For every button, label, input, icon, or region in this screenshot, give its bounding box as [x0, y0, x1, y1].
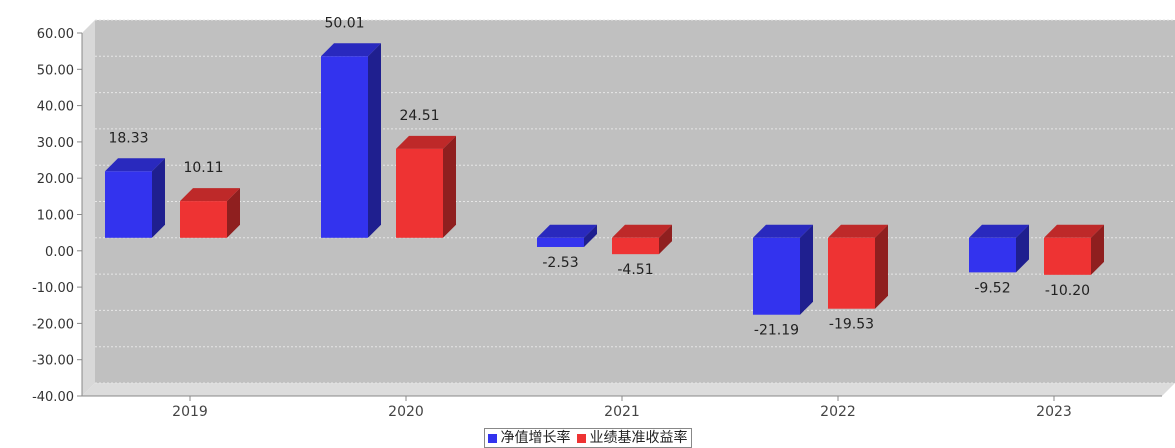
- bar-top: [612, 224, 672, 238]
- y-tick-label: 10.00: [37, 209, 74, 224]
- bar-top: [180, 188, 240, 202]
- bar-front: [180, 201, 227, 238]
- y-tick-label: 40.00: [37, 100, 74, 115]
- plot-area: [81, 20, 1175, 397]
- bar-top: [1044, 224, 1104, 238]
- bar-top: [321, 43, 381, 57]
- bars: [105, 43, 1104, 315]
- y-tick-label: -30.00: [32, 354, 74, 369]
- bar-2-2023: [1044, 224, 1104, 275]
- data-label-1-2021: -2.53: [542, 255, 578, 271]
- bar-front: [612, 237, 659, 255]
- data-label-2-2022: -19.53: [829, 317, 874, 333]
- data-label-2-2019: 10.11: [183, 160, 223, 176]
- bar-front: [1044, 237, 1091, 275]
- data-label-1-2022: -21.19: [754, 323, 799, 339]
- bar-front: [396, 148, 443, 238]
- x-tick-label: 2022: [820, 404, 856, 420]
- bar-side: [443, 135, 456, 238]
- grid-lines: [95, 19, 1175, 384]
- bar-front: [321, 56, 368, 238]
- x-axis-ticks: 2019 2020 2021 2022 2023: [172, 396, 1072, 420]
- bar-front: [105, 171, 152, 238]
- y-tick-label: 30.00: [37, 136, 74, 151]
- bar-front: [969, 237, 1016, 273]
- bar-side: [1016, 224, 1029, 273]
- data-label-2-2020: 24.51: [399, 108, 439, 124]
- legend-label-series-2: 业绩基准收益率: [589, 430, 688, 446]
- bar-side: [584, 224, 597, 247]
- x-tick-label: 2019: [172, 404, 208, 420]
- bar-side: [227, 188, 240, 238]
- x-tick-label: 2023: [1036, 404, 1072, 420]
- bar-2-2022: [828, 224, 888, 309]
- bar-front: [828, 237, 875, 309]
- bar-top: [828, 224, 888, 238]
- bar-2-2019: [180, 188, 240, 238]
- y-tick-label: -10.00: [32, 281, 74, 296]
- y-tick-label: 50.00: [37, 63, 74, 78]
- y-tick-label: 20.00: [37, 172, 74, 187]
- bar-front: [753, 237, 800, 315]
- data-label-2-2023: -10.20: [1045, 283, 1090, 299]
- bar-side: [659, 224, 672, 255]
- data-label-1-2020: 50.01: [324, 15, 364, 31]
- plot-floor: [82, 383, 1175, 396]
- bar-front: [537, 237, 584, 247]
- bar-2-2021: [612, 224, 672, 255]
- y-axis-ticks: 60.00 50.00 40.00 30.00 20.00 10.00 0.00 -10.00…: [32, 27, 82, 405]
- legend-item-series-1: 净值增长率: [487, 429, 571, 447]
- legend-label-series-1: 净值增长率: [500, 430, 571, 446]
- bar-top: [969, 224, 1029, 238]
- bar-1-2020: [321, 43, 381, 238]
- bar-top: [537, 224, 597, 238]
- data-label-1-2023: -9.52: [974, 280, 1010, 296]
- y-tick-label: -20.00: [32, 317, 74, 332]
- x-tick-label: 2020: [388, 404, 424, 420]
- bar-side: [152, 158, 165, 238]
- data-label-1-2019: 18.33: [108, 130, 148, 146]
- bar-side: [800, 224, 813, 315]
- legend-swatch-series-2: [576, 433, 586, 443]
- y-tick-label: 0.00: [45, 245, 74, 260]
- data-labels: 18.33 10.11 50.01 24.51 -2.53 -4.51 -21.19 -19.…: [108, 15, 1090, 338]
- bar-2-2020: [396, 135, 456, 238]
- y-tick-label: -40.00: [32, 390, 74, 405]
- bar-top: [105, 158, 165, 172]
- legend-box: 净值增长率 业绩基准收益率: [483, 428, 692, 448]
- bar-side: [368, 43, 381, 238]
- bar-1-2022: [753, 224, 813, 315]
- legend-item-series-2: 业绩基准收益率: [576, 429, 688, 447]
- bar-side: [875, 224, 888, 309]
- bar-top: [396, 135, 456, 149]
- plot-left-wall: [82, 20, 95, 396]
- bar-top: [753, 224, 813, 238]
- y-tick-label: 60.00: [37, 27, 74, 42]
- legend-swatch-series-1: [487, 433, 497, 443]
- bar-side: [1091, 224, 1104, 275]
- bar-1-2023: [969, 224, 1029, 273]
- bar-1-2021: [537, 224, 597, 247]
- x-tick-label: 2021: [604, 404, 640, 420]
- data-label-2-2021: -4.51: [617, 262, 653, 278]
- bar-1-2019: [105, 158, 165, 238]
- legend: 净值增长率 业绩基准收益率: [0, 428, 1175, 448]
